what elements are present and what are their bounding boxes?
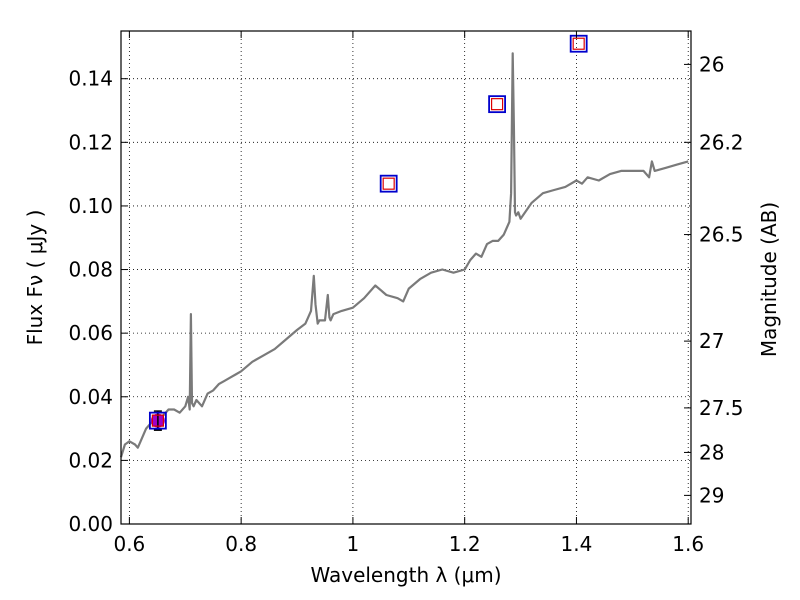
observed-point-marker [379,174,398,193]
right-y-tick-label: 26.2 [699,130,744,154]
x-tick-label: 0.8 [225,532,257,556]
observed-point-marker [488,95,506,114]
right-y-tick-label: 29 [699,483,724,507]
model-point-marker [151,414,164,427]
model-point-marker [382,177,395,190]
model-point-marker [572,37,585,50]
x-tick-label: 1.4 [561,532,593,556]
right-y-tick-label: 26 [699,52,724,76]
y-axis-label: Flux Fν ( μJy ) [23,210,47,346]
spectrum-layer [119,52,689,458]
right-y-tick-label: 27 [699,329,724,353]
y-tick-label: 0.00 [68,512,113,536]
y-tick-label: 0.10 [68,194,113,218]
x-tick-label: 0.6 [113,532,145,556]
y-tick-label: 0.04 [68,385,113,409]
y-tick-label: 0.02 [68,448,113,472]
right-y-tick-label: 26.5 [699,223,744,247]
grid-lines [121,31,691,525]
y-tick-label: 0.14 [68,67,113,91]
x-tick-label: 1 [347,532,360,556]
right-y-tick-label: 28 [699,440,724,464]
observed-point-marker [569,34,588,53]
x-tick-label: 1.2 [449,532,481,556]
y-tick-label: 0.06 [68,321,113,345]
right-y-axis-label: Magnitude (AB) [757,202,781,357]
x-tick-label: 1.6 [672,532,704,556]
y-tick-label: 0.12 [68,130,113,154]
plot-frame [120,30,692,525]
axis-ticks: 0.6 0.8 1 1.2 1.4 1.6 0.00 0.02 0.04 0.06 0.08 0.10… [68,31,744,556]
spectrum-line [119,52,689,458]
photometry-points [148,34,588,431]
observed-point-marker [148,411,167,430]
axis-labels: Wavelength λ (μm) Flux Fν ( μJy ) Magnit… [23,202,781,587]
right-y-tick-label: 27.5 [699,396,744,420]
model-point-marker [490,98,504,111]
x-axis-label: Wavelength λ (μm) [310,563,501,587]
y-tick-label: 0.08 [68,258,113,282]
